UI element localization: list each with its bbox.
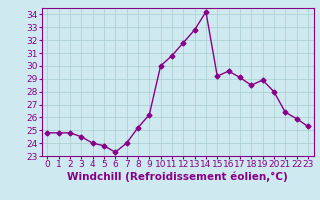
X-axis label: Windchill (Refroidissement éolien,°C): Windchill (Refroidissement éolien,°C) [67,172,288,182]
